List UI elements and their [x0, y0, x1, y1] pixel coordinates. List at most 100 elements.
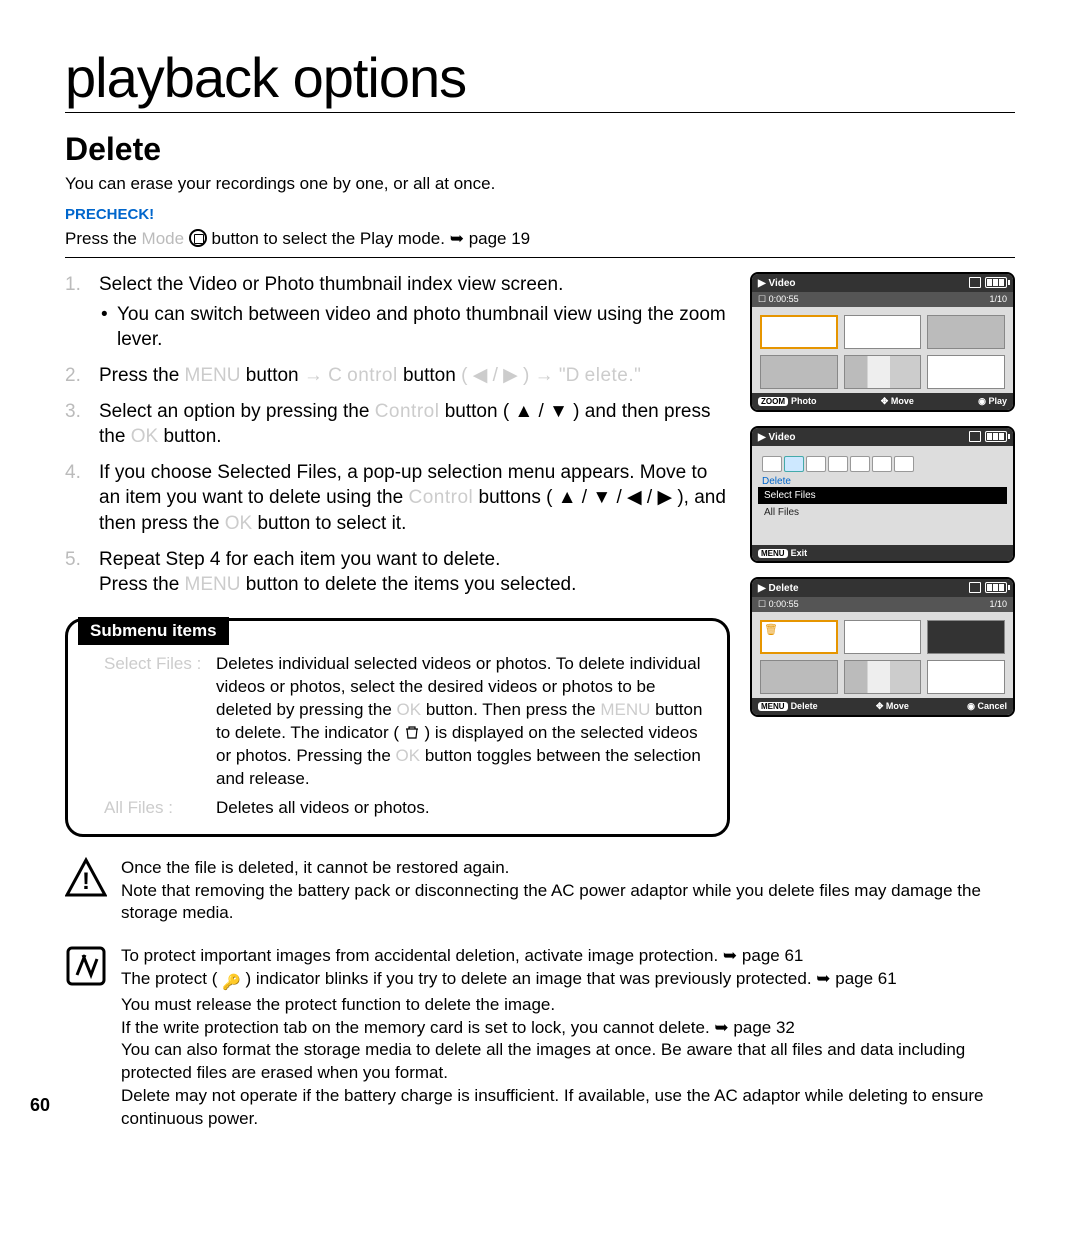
- thumb: [927, 315, 1005, 349]
- thumb: [844, 315, 922, 349]
- step-5: Repeat Step 4 for each item you want to …: [65, 547, 730, 598]
- battery-icon: [985, 277, 1007, 288]
- note-line2: The protect ( 🔑 ) indicator blinks if yo…: [121, 968, 1015, 993]
- screen3-sub: ☐ 0:00:55 1/10: [752, 597, 1013, 612]
- step-2: Press the MENU button → C ontrol button …: [65, 363, 730, 389]
- step-1-text: Select the Video or Photo thumbnail inde…: [99, 274, 563, 295]
- battery-icon: [985, 431, 1007, 442]
- play-icon: [758, 278, 766, 289]
- n4b: page 32: [733, 1018, 794, 1037]
- submenu-row-2: All Files : Deletes all videos or photos…: [86, 797, 709, 820]
- reference-arrow-icon: [723, 946, 737, 965]
- step2-g: ( ◀ / ▶ ) → "D: [461, 365, 579, 386]
- screen3-title: Delete: [768, 583, 798, 594]
- submenu-box: Submenu items SSelect Fileselect Files :…: [65, 618, 730, 837]
- n4a: If the write protection tab on the memor…: [121, 1018, 714, 1037]
- n1b: page 61: [742, 946, 803, 965]
- step3-b: Control: [375, 401, 440, 422]
- thumb: [927, 355, 1005, 389]
- note-line5: You can also format the storage media to…: [121, 1039, 1015, 1085]
- submenu-term-all: All Files :: [86, 797, 216, 820]
- s1-foot-left: Photo: [791, 396, 817, 406]
- step5-b: Press the: [99, 574, 185, 595]
- steps-list: Select the Video or Photo thumbnail inde…: [65, 272, 730, 598]
- submenu-label: Submenu items: [78, 617, 229, 645]
- svg-text:!: !: [82, 868, 90, 895]
- menu-tab: [762, 456, 782, 472]
- screen1-thumbs: [752, 307, 1013, 393]
- menu-tab: [894, 456, 914, 472]
- menu-tab: [872, 456, 892, 472]
- step2-b: MENU: [185, 365, 241, 386]
- screen1-footer: ZOOMPhoto ✥ Move ◉ Play: [752, 393, 1013, 410]
- step2-a: Press the: [99, 365, 185, 386]
- screen1-header: Video: [752, 274, 1013, 292]
- screen1-sub: ☐ 0:00:55 1/10: [752, 292, 1013, 307]
- play-icon: [758, 583, 766, 594]
- precheck-pre: Press the: [65, 229, 142, 248]
- step5-c: MENU: [185, 574, 241, 595]
- thumb: [844, 660, 922, 694]
- card-icon: [969, 431, 981, 442]
- s3-foot-left: Delete: [791, 701, 818, 711]
- screen3-footer: MENUDelete ✥ Move ◉ Cancel: [752, 698, 1013, 715]
- note-line3: You must release the protect function to…: [121, 994, 1015, 1017]
- thumb: [760, 355, 838, 389]
- figures-column: Video ☐ 0:00:55 1/10 ZOOMPhoto: [750, 272, 1015, 837]
- warning-icon: !: [65, 857, 107, 899]
- note-body: To protect important images from acciden…: [121, 945, 1015, 1131]
- section-title: Delete: [65, 131, 1015, 168]
- screen1-time: 0:00:55: [769, 294, 799, 304]
- mode-button-icon: [189, 229, 207, 247]
- step-3: Select an option by pressing the Control…: [65, 399, 730, 450]
- screen-delete-menu: Video Delete Select Files Al: [750, 426, 1015, 563]
- step-1-bullet: You can switch between video and photo t…: [99, 302, 730, 353]
- screen-video-thumbs: Video ☐ 0:00:55 1/10 ZOOMPhoto: [750, 272, 1015, 412]
- thumb: [844, 620, 922, 654]
- submenu-desc-select: Deletes individual selected videos or ph…: [216, 653, 709, 791]
- n2b: ) indicator blinks if you try to delete …: [246, 969, 817, 988]
- step3-a: Select an option by pressing the: [99, 401, 375, 422]
- thumb: [927, 620, 1005, 654]
- card-icon: [969, 582, 981, 593]
- screen1-counter: 1/10: [989, 294, 1007, 305]
- manual-page: playback options Delete You can erase yo…: [0, 0, 1080, 1161]
- submenu-row-1: SSelect Fileselect Files : Deletes indiv…: [86, 653, 709, 791]
- s2-foot: Exit: [791, 548, 808, 558]
- sm1b: OK: [397, 700, 422, 719]
- note-icon: [65, 945, 107, 987]
- precheck-post: button to select the Play mode.: [212, 229, 450, 248]
- sm1g: OK: [396, 746, 421, 765]
- step2-h: elete.": [585, 365, 642, 386]
- warning-body: Once the file is deleted, it cannot be r…: [121, 857, 1015, 926]
- page-number: 60: [30, 1095, 50, 1116]
- screen3-counter: 1/10: [989, 599, 1007, 610]
- n2c: page 61: [835, 969, 896, 988]
- step3-e: button.: [163, 426, 221, 447]
- menu-label-delete: Delete: [758, 476, 1007, 487]
- step2-d: → C: [304, 365, 342, 386]
- thumb: [927, 660, 1005, 694]
- reference-arrow-icon: [816, 969, 830, 988]
- precheck-label: PRECHECK!: [65, 206, 1015, 223]
- submenu-desc-all: Deletes all videos or photos.: [216, 797, 709, 820]
- intro-text: You can erase your recordings one by one…: [65, 174, 1015, 194]
- precheck-instruction: Press the Mode button to select the Play…: [65, 229, 1015, 258]
- screen3-header: Delete: [752, 579, 1013, 597]
- protect-icon: 🔑: [222, 973, 241, 993]
- menu-item-all-files: All Files: [758, 504, 1007, 521]
- trash-mark-icon: 🗑: [764, 623, 778, 636]
- note-line6: Delete may not operate if the battery ch…: [121, 1085, 1015, 1131]
- s1-foot-right: Play: [988, 396, 1007, 406]
- screen2-title: Video: [768, 432, 795, 443]
- screen2-footer: MENUExit: [752, 545, 1013, 561]
- note-line4: If the write protection tab on the memor…: [121, 1017, 1015, 1040]
- precheck-pageref: page 19: [469, 229, 530, 248]
- warning-note: ! Once the file is deleted, it cannot be…: [65, 857, 1015, 926]
- menu-tab-active: [784, 456, 804, 472]
- screen3-thumbs: 🗑: [752, 612, 1013, 698]
- menu-tab: [828, 456, 848, 472]
- menu-item-select-files: Select Files: [758, 487, 1007, 504]
- step2-e: ontrol: [347, 365, 398, 386]
- s3-foot-right: Cancel: [977, 701, 1007, 711]
